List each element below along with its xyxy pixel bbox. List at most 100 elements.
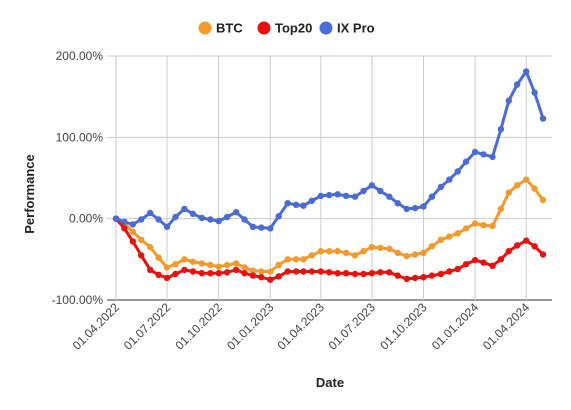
data-point-ix-pro bbox=[411, 204, 419, 212]
data-point-ix-pro bbox=[420, 203, 427, 210]
data-point-top20 bbox=[462, 261, 470, 268]
data-point-ix-pro bbox=[172, 213, 179, 221]
data-point-ix-pro bbox=[232, 209, 240, 216]
data-point-ix-pro bbox=[360, 187, 367, 195]
data-point-top20 bbox=[334, 270, 341, 277]
series-top20 bbox=[112, 215, 547, 283]
data-point-top20 bbox=[172, 270, 179, 278]
data-point-btc bbox=[377, 244, 384, 252]
data-point-top20 bbox=[386, 269, 393, 276]
data-point-ix-pro bbox=[342, 192, 350, 200]
data-point-btc bbox=[292, 256, 300, 263]
data-point-top20 bbox=[163, 274, 171, 282]
data-point-btc bbox=[241, 264, 248, 271]
data-point-ix-pro bbox=[428, 193, 436, 200]
data-point-btc bbox=[394, 249, 401, 256]
data-point-top20 bbox=[454, 265, 461, 273]
x-axis-title: Date bbox=[316, 375, 344, 390]
data-point-ix-pro bbox=[462, 158, 470, 165]
data-point-ix-pro bbox=[403, 205, 410, 213]
data-point-ix-pro bbox=[437, 183, 445, 191]
data-point-top20 bbox=[121, 225, 128, 232]
data-point-ix-pro bbox=[480, 151, 487, 158]
x-tick-label: 01.07.2022 bbox=[121, 300, 174, 353]
data-point-top20 bbox=[411, 274, 419, 282]
data-point-ix-pro bbox=[531, 89, 538, 96]
y-tick-label: 200.00% bbox=[56, 49, 104, 63]
data-point-ix-pro bbox=[351, 193, 359, 200]
data-point-ix-pro bbox=[394, 200, 401, 207]
data-point-ix-pro bbox=[121, 218, 128, 226]
x-tick-label: 01.10.2022 bbox=[172, 300, 225, 353]
x-tick-label: 01.07.2023 bbox=[326, 300, 379, 353]
data-point-ix-pro bbox=[368, 182, 376, 189]
data-point-ix-pro bbox=[189, 210, 197, 217]
data-point-btc bbox=[523, 176, 530, 183]
data-point-btc bbox=[147, 243, 154, 251]
data-point-top20 bbox=[189, 268, 197, 275]
data-point-ix-pro bbox=[334, 191, 341, 198]
data-point-ix-pro bbox=[112, 215, 120, 222]
series-ix-pro bbox=[112, 68, 547, 232]
data-point-top20 bbox=[155, 271, 162, 278]
data-point-btc bbox=[249, 267, 257, 274]
data-point-btc bbox=[172, 261, 179, 268]
y-axis-ticks: 200.00% 100.00% 0.00% -100.00% bbox=[52, 49, 104, 307]
data-point-btc bbox=[138, 236, 145, 243]
legend-item-top20: Top20 bbox=[257, 21, 312, 36]
data-point-btc bbox=[454, 230, 461, 237]
x-tick-label: 01.10.2023 bbox=[377, 300, 430, 353]
data-point-top20 bbox=[223, 269, 231, 276]
data-point-top20 bbox=[446, 268, 453, 275]
data-point-ix-pro bbox=[241, 216, 248, 223]
data-point-top20 bbox=[471, 256, 479, 264]
data-point-top20 bbox=[351, 270, 359, 278]
data-point-top20 bbox=[326, 269, 333, 276]
data-point-top20 bbox=[300, 268, 307, 275]
data-point-top20 bbox=[275, 273, 282, 280]
legend-label-top20: Top20 bbox=[275, 21, 312, 36]
data-point-ix-pro bbox=[300, 202, 307, 209]
data-point-btc bbox=[342, 249, 350, 256]
legend: BTC Top20 IX Pro bbox=[198, 21, 375, 36]
data-point-top20 bbox=[292, 268, 300, 275]
data-point-ix-pro bbox=[138, 216, 145, 223]
data-point-top20 bbox=[368, 270, 376, 277]
data-point-btc bbox=[489, 222, 496, 230]
data-point-top20 bbox=[514, 242, 521, 249]
data-point-ix-pro bbox=[523, 68, 530, 75]
data-point-btc bbox=[129, 228, 136, 235]
data-point-btc bbox=[215, 263, 222, 270]
x-tick-label: 01.04.2024 bbox=[480, 300, 533, 353]
data-point-top20 bbox=[267, 276, 274, 283]
y-tick-label: -100.00% bbox=[52, 293, 104, 307]
x-tick-label: 01.04.2022 bbox=[70, 300, 123, 353]
data-point-btc bbox=[198, 260, 205, 267]
data-point-ix-pro bbox=[317, 192, 324, 200]
data-point-ix-pro bbox=[505, 97, 512, 104]
data-point-btc bbox=[326, 248, 333, 255]
data-point-top20 bbox=[232, 266, 240, 274]
data-point-ix-pro bbox=[446, 176, 453, 183]
data-point-top20 bbox=[138, 252, 145, 259]
data-point-top20 bbox=[215, 270, 222, 277]
y-tick-label: 0.00% bbox=[69, 212, 103, 226]
data-point-btc bbox=[480, 222, 487, 229]
data-point-btc bbox=[446, 233, 453, 240]
data-point-top20 bbox=[198, 270, 205, 277]
data-point-ix-pro bbox=[386, 193, 393, 200]
data-point-top20 bbox=[129, 238, 136, 245]
data-point-ix-pro bbox=[249, 223, 257, 230]
data-point-ix-pro bbox=[539, 115, 547, 122]
data-point-btc bbox=[368, 243, 376, 251]
legend-item-btc: BTC bbox=[198, 21, 243, 36]
data-point-btc bbox=[223, 261, 231, 269]
data-point-ix-pro bbox=[147, 209, 154, 217]
legend-marker-top20 bbox=[257, 21, 271, 35]
data-point-top20 bbox=[531, 243, 538, 250]
y-tick-label: 100.00% bbox=[56, 130, 104, 144]
data-point-btc bbox=[334, 248, 341, 255]
data-point-btc bbox=[258, 268, 265, 275]
data-point-btc bbox=[207, 261, 214, 269]
